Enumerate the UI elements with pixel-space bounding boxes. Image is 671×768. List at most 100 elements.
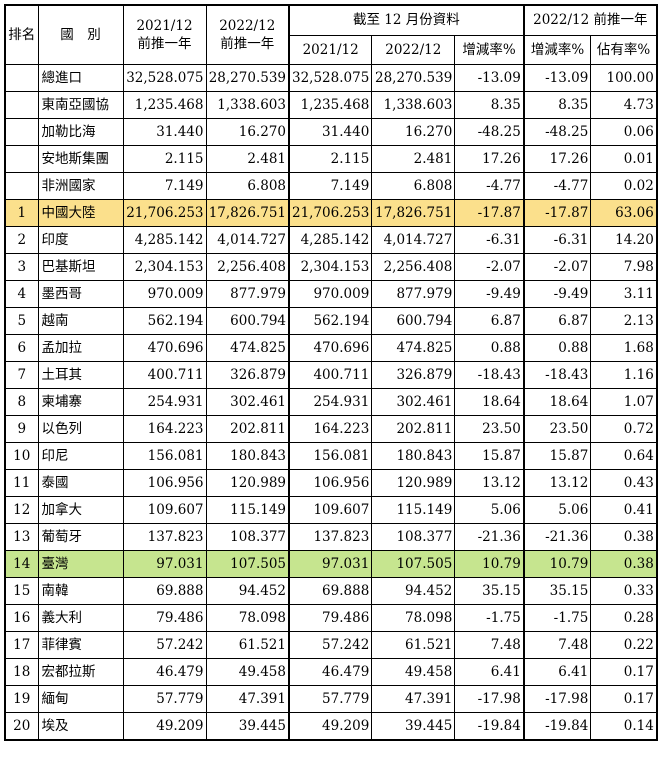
cell-right-change: 23.50: [522, 415, 592, 443]
cell-rank: 6: [4, 334, 39, 362]
cell-mid-change: -6.31: [454, 226, 525, 254]
cell-mid-change: -2.07: [454, 253, 525, 281]
cell-country: 葡萄牙: [37, 523, 124, 551]
cell-2021-trailing: 137.823: [122, 523, 207, 551]
cell-mid-change: 13.12: [454, 469, 525, 497]
cell-mid-2022: 28,270.539: [371, 64, 456, 92]
cell-mid-change: -1.75: [454, 604, 525, 632]
cell-2021-trailing: 7.149: [122, 172, 207, 200]
cell-right-change: 18.64: [522, 388, 592, 416]
cell-rank: 5: [4, 307, 39, 335]
cell-rank: 9: [4, 415, 39, 443]
cell-2021-trailing: 97.031: [122, 550, 207, 578]
table-row: 12 加拿大 109.607 115.149 109.607 115.149 5.06 5.0…: [4, 496, 658, 524]
cell-country: 菲律賓: [37, 631, 124, 659]
header-mid-2022: 2022/12: [371, 34, 456, 65]
cell-2022-trailing: 107.505: [205, 550, 290, 578]
header-2022-year: 2022/12: [219, 18, 276, 34]
cell-rank: 10: [4, 442, 39, 470]
cell-mid-2022: 600.794: [371, 307, 456, 335]
cell-right-change: 15.87: [522, 442, 592, 470]
cell-2021-trailing: 57.242: [122, 631, 207, 659]
table-row: 17 菲律賓 57.242 61.521 57.242 61.521 7.48 7.48 0.2…: [4, 631, 658, 659]
cell-country: 總進口: [37, 64, 124, 92]
cell-2022-trailing: 6.808: [205, 172, 290, 200]
cell-right-change: -17.98: [522, 685, 592, 713]
cell-mid-2021: 400.711: [288, 361, 373, 389]
cell-right-change: -18.43: [522, 361, 592, 389]
header-2022-trailing: 前推一年: [220, 36, 275, 52]
cell-country: 土耳其: [37, 361, 124, 389]
cell-country: 加拿大: [37, 496, 124, 524]
cell-right-share: 0.72: [590, 415, 658, 443]
cell-mid-2021: 562.194: [288, 307, 373, 335]
table-row: 19 緬甸 57.779 47.391 57.779 47.391 -17.98 -17.98…: [4, 685, 658, 713]
cell-mid-change: 35.15: [454, 577, 525, 605]
cell-right-share: 100.00: [590, 64, 658, 92]
cell-mid-2021: 69.888: [288, 577, 373, 605]
cell-mid-2021: 32,528.075: [288, 64, 373, 92]
cell-country: 越南: [37, 307, 124, 335]
cell-2021-trailing: 2,304.153: [122, 253, 207, 281]
cell-mid-2022: 49.458: [371, 658, 456, 686]
cell-country: 孟加拉: [37, 334, 124, 362]
cell-mid-2022: 120.989: [371, 469, 456, 497]
cell-mid-2021: 254.931: [288, 388, 373, 416]
cell-right-share: 0.28: [590, 604, 658, 632]
cell-2021-trailing: 21,706.253: [122, 199, 207, 227]
cell-2021-trailing: 164.223: [122, 415, 207, 443]
table-row: 20 埃及 49.209 39.445 49.209 39.445 -19.84 -19.84…: [4, 712, 658, 741]
table-row: 14 臺灣 97.031 107.505 97.031 107.505 10.79 10.79…: [4, 550, 658, 578]
cell-mid-2021: 4,285.142: [288, 226, 373, 254]
table-row: 8 柬埔寨 254.931 302.461 254.931 302.461 18.64 18.…: [4, 388, 658, 416]
header-2022-trailing-year: 2022/12 前推一年: [205, 4, 290, 65]
cell-2022-trailing: 49.458: [205, 658, 290, 686]
cell-right-change: -6.31: [522, 226, 592, 254]
cell-2021-trailing: 470.696: [122, 334, 207, 362]
header-group-december-data: 截至 12 月份資料: [288, 4, 525, 36]
table-row: 13 葡萄牙 137.823 108.377 137.823 108.377 -21.36-…: [4, 523, 658, 551]
cell-rank: 16: [4, 604, 39, 632]
header-2021-year: 2021/12: [136, 18, 193, 34]
cell-mid-change: 15.87: [454, 442, 525, 470]
cell-country: 義大利: [37, 604, 124, 632]
cell-right-share: 0.64: [590, 442, 658, 470]
cell-2022-trailing: 47.391: [205, 685, 290, 713]
cell-2022-trailing: 115.149: [205, 496, 290, 524]
cell-right-change: -21.36: [522, 523, 592, 551]
cell-right-change: 35.15: [522, 577, 592, 605]
cell-mid-2022: 180.843: [371, 442, 456, 470]
cell-mid-2021: 57.242: [288, 631, 373, 659]
cell-right-change: 6.87: [522, 307, 592, 335]
cell-rank: 8: [4, 388, 39, 416]
cell-right-share: 0.41: [590, 496, 658, 524]
cell-2021-trailing: 254.931: [122, 388, 207, 416]
cell-mid-2021: 46.479: [288, 658, 373, 686]
cell-2022-trailing: 61.521: [205, 631, 290, 659]
cell-country: 緬甸: [37, 685, 124, 713]
cell-mid-2022: 17,826.751: [371, 199, 456, 227]
cell-2022-trailing: 4,014.727: [205, 226, 290, 254]
cell-2021-trailing: 1,235.468: [122, 91, 207, 119]
cell-mid-2022: 2,256.408: [371, 253, 456, 281]
cell-rank: 13: [4, 523, 39, 551]
cell-right-share: 0.43: [590, 469, 658, 497]
cell-rank: 19: [4, 685, 39, 713]
cell-right-share: 7.98: [590, 253, 658, 281]
cell-mid-change: 23.50: [454, 415, 525, 443]
cell-country: 非洲國家: [37, 172, 124, 200]
cell-right-change: -17.87: [522, 199, 592, 227]
cell-right-share: 3.11: [590, 280, 658, 308]
cell-2021-trailing: 562.194: [122, 307, 207, 335]
cell-right-change: -2.07: [522, 253, 592, 281]
cell-country: 埃及: [37, 712, 124, 741]
cell-right-share: 63.06: [590, 199, 658, 227]
cell-mid-change: 17.26: [454, 145, 525, 173]
cell-2021-trailing: 32,528.075: [122, 64, 207, 92]
cell-mid-2021: 156.081: [288, 442, 373, 470]
cell-country: 泰國: [37, 469, 124, 497]
cell-mid-2021: 21,706.253: [288, 199, 373, 227]
cell-2021-trailing: 109.607: [122, 496, 207, 524]
cell-right-change: 8.35: [522, 91, 592, 119]
cell-mid-2021: 79.486: [288, 604, 373, 632]
